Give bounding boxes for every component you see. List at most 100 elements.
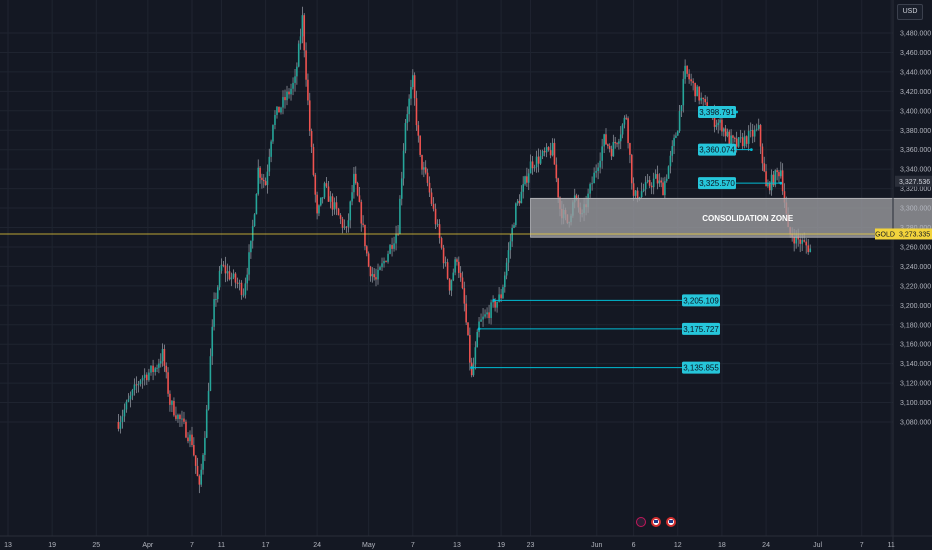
time-axis[interactable]: 13 19 25 Apr 7 11 17 24 May 7 13 19 23 Jun 6 12 18 24 Jul 7… (0, 535, 932, 549)
candle (692, 78, 694, 91)
candle-body (226, 271, 229, 274)
candle-body (436, 224, 439, 226)
candle-body (187, 437, 189, 442)
candle-body (700, 97, 702, 101)
candle (690, 73, 692, 86)
candle (314, 172, 317, 203)
candle-body (211, 326, 214, 357)
candle-body (413, 75, 416, 99)
candle-body (430, 192, 433, 204)
candle (393, 236, 395, 252)
candle-body (426, 172, 429, 183)
candle-body (200, 469, 202, 485)
candle (354, 166, 357, 185)
candle (551, 138, 554, 157)
candle (399, 195, 401, 235)
candle-body (310, 131, 313, 148)
candle (607, 143, 609, 149)
candle (618, 138, 620, 150)
candle-body (329, 196, 332, 202)
candle (292, 77, 294, 96)
currency-button[interactable]: USD (897, 4, 923, 20)
candle-body (719, 119, 721, 123)
y-tick-label: 3,220.000 (900, 283, 931, 290)
us-flag-event-icon[interactable] (666, 517, 676, 527)
candle (807, 238, 810, 255)
candle-body (276, 106, 278, 115)
candle-body (599, 160, 601, 168)
candle-body (749, 129, 752, 131)
candle (391, 237, 393, 257)
candle-body (675, 135, 677, 138)
candle (652, 172, 655, 195)
candle-body (272, 125, 274, 142)
candle (173, 397, 175, 417)
candle (454, 256, 456, 276)
candle-body (656, 174, 659, 184)
y-tick-label: 3,160.000 (900, 342, 931, 349)
candle-body (387, 253, 389, 262)
candle-body (399, 198, 401, 235)
candle (545, 143, 548, 158)
candle (165, 362, 168, 379)
candle-body (228, 271, 231, 280)
candle (125, 399, 128, 413)
candle-body (636, 190, 639, 200)
candle-body (527, 173, 530, 183)
candle (589, 182, 591, 198)
lightning-event-icon[interactable] (636, 517, 646, 527)
level-box (682, 361, 720, 374)
level-line: 3,360.074 (698, 143, 753, 156)
candle-body (446, 262, 449, 279)
candle-body (230, 277, 233, 280)
y-tick-label: 3,420.000 (900, 89, 931, 96)
candle-body (323, 183, 326, 198)
candle (749, 122, 752, 138)
candle-body (318, 205, 320, 214)
y-tick-label: 3,440.000 (900, 69, 931, 76)
candle (484, 309, 486, 319)
candle (610, 145, 613, 160)
candle (185, 419, 187, 439)
x-tick-label: Jul (813, 542, 822, 549)
candle-body (143, 374, 146, 378)
candle (335, 196, 338, 216)
candle (148, 368, 150, 382)
candle-body (163, 348, 166, 366)
candle-body (286, 91, 288, 101)
candle-body (127, 399, 130, 402)
candle (193, 437, 195, 457)
candle (377, 263, 379, 285)
candle-body (165, 365, 168, 373)
x-tick-label: 19 (497, 542, 505, 549)
candle (385, 260, 387, 263)
candle (135, 376, 138, 394)
candle (145, 372, 148, 385)
candle-body (702, 97, 704, 99)
candle (329, 191, 332, 209)
candle (450, 279, 453, 297)
candle (282, 90, 284, 115)
us-flag-event-icon[interactable] (651, 517, 661, 527)
price-axis[interactable]: 3,480.000 3,460.000 3,440.000 3,420.000 3,40… (892, 0, 931, 550)
candle-body (432, 203, 435, 209)
candle-body (502, 287, 504, 299)
zone-label: CONSOLIDATION ZONE (702, 214, 794, 223)
candle-body (125, 401, 128, 410)
candle-body (158, 363, 160, 368)
candle-body (316, 194, 318, 214)
candle (774, 169, 777, 188)
candle (341, 216, 344, 234)
y-tick-label: 3,080.000 (900, 420, 931, 427)
candle (629, 142, 631, 164)
candle-body (415, 98, 418, 126)
candle-body (629, 143, 631, 155)
candle-body (665, 178, 668, 182)
candle-body (244, 283, 247, 295)
candle-body (341, 218, 344, 228)
candle-body (520, 191, 523, 204)
candle (158, 358, 160, 374)
candle (616, 142, 618, 148)
candle-body (692, 81, 694, 83)
